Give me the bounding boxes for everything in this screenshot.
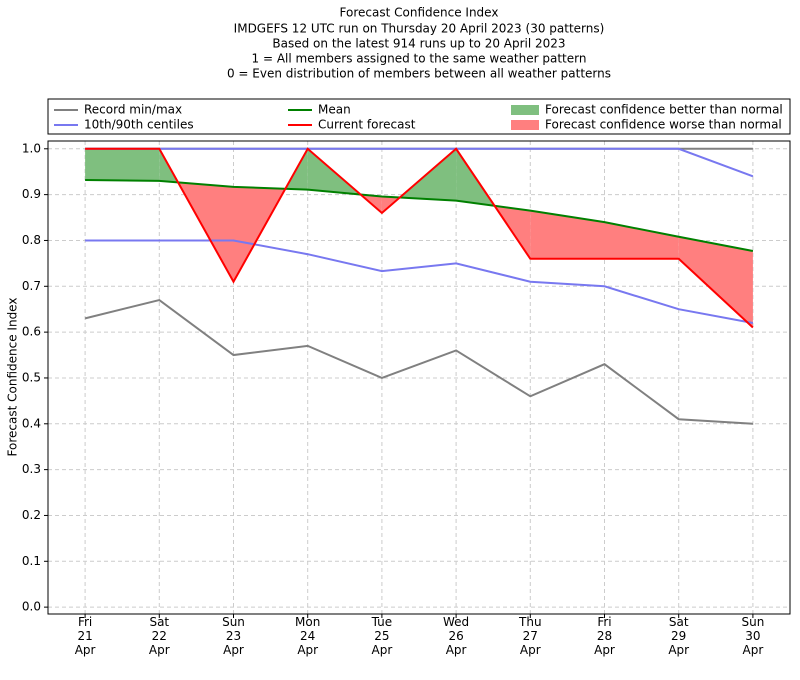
x-tick-label: Tue 25 Apr: [371, 615, 393, 657]
legend-box: [47, 98, 791, 135]
x-tick-label: Mon 24 Apr: [295, 615, 320, 657]
y-tick-label: 1.0: [22, 141, 41, 155]
x-tick-label: Thu 27 Apr: [518, 615, 542, 657]
y-tick-label: 0.5: [22, 370, 41, 384]
y-tick-label: 0.8: [22, 233, 41, 247]
x-tick-label: Sat 22 Apr: [149, 615, 170, 657]
legend-swatch: [511, 105, 539, 115]
legend-label: Record min/max: [84, 103, 182, 117]
series-line: [85, 147, 754, 329]
legend-swatch: [511, 120, 539, 130]
subtitle: 0 = Even distribution of members between…: [227, 67, 611, 81]
x-tick-label: Wed 26 Apr: [443, 615, 469, 657]
band-upper-line: [85, 147, 754, 178]
y-tick-label: 0.6: [22, 325, 41, 339]
y-tick-label: 0.0: [22, 600, 41, 614]
legend-label: Mean: [318, 103, 351, 117]
subtitle: Based on the latest 914 runs up to 20 Ap…: [272, 37, 565, 51]
legend-label: 10th/90th centiles: [84, 118, 194, 132]
x-tick-label: Sun 23 Apr: [222, 615, 245, 657]
legend-label: Forecast confidence worse than normal: [545, 118, 782, 132]
subtitle: 1 = All members assigned to the same wea…: [252, 52, 587, 66]
confidence-fill: [604, 222, 679, 259]
confidence-fill: [678, 236, 753, 328]
subtitle: IMDGEFS 12 UTC run on Thursday 20 April …: [234, 22, 605, 36]
x-tick-label: Fri 21 Apr: [75, 615, 96, 657]
x-tick-label: Fri 28 Apr: [594, 615, 615, 657]
y-tick-label: 0.2: [22, 508, 41, 522]
chart-title: Forecast Confidence Index: [340, 6, 499, 20]
y-tick-label: 0.4: [22, 416, 41, 430]
band-lower-line: [84, 298, 753, 425]
y-tick-label: 0.1: [22, 554, 41, 568]
x-tick-label: Sat 29 Apr: [668, 615, 689, 657]
y-tick-label: 0.3: [22, 462, 41, 476]
band-lower-line: [85, 239, 754, 324]
y-axis-label: Forecast Confidence Index: [6, 298, 20, 457]
confidence-fill: [85, 148, 160, 181]
plot-frame: [47, 140, 791, 615]
y-tick-label: 0.9: [22, 187, 41, 201]
legend-label: Current forecast: [318, 118, 416, 132]
legend-label: Forecast confidence better than normal: [545, 103, 783, 117]
x-tick-label: Sun 30 Apr: [741, 615, 764, 657]
series-line: [85, 178, 754, 252]
confidence-fill: [530, 210, 605, 259]
y-tick-label: 0.7: [22, 279, 41, 293]
